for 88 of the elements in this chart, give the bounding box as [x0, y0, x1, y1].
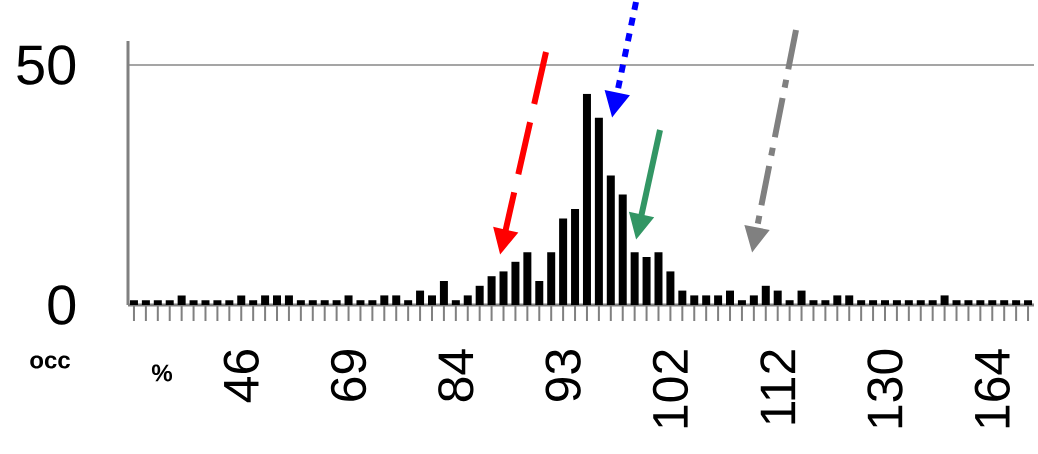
bar	[773, 290, 782, 305]
bar	[225, 300, 234, 305]
bar	[571, 209, 580, 305]
bar	[547, 252, 556, 305]
bar	[213, 300, 222, 305]
bar	[356, 300, 365, 305]
x-tick-label: 69	[330, 350, 367, 401]
bar	[606, 175, 615, 305]
bar	[273, 295, 282, 305]
bar	[702, 295, 711, 305]
bar	[678, 290, 687, 305]
bar	[952, 300, 961, 305]
bar	[654, 252, 663, 305]
bar	[392, 295, 401, 305]
bar	[940, 295, 949, 305]
x-tick-label: 84	[438, 349, 474, 402]
bar	[129, 300, 138, 305]
x-tick-label: 130	[867, 349, 903, 428]
bar	[892, 300, 901, 305]
bar	[988, 300, 997, 305]
bar	[1000, 300, 1009, 305]
bar	[332, 300, 341, 305]
bar	[904, 300, 913, 305]
bar	[582, 93, 591, 305]
bar	[141, 300, 150, 305]
y-axis-title: occ	[30, 355, 70, 369]
x-tick-label: 93	[545, 349, 581, 401]
bar	[618, 194, 627, 305]
bar	[249, 300, 258, 305]
bar	[416, 290, 425, 305]
bar	[714, 295, 723, 305]
x-tick-label: 164	[974, 349, 1010, 428]
bar	[237, 295, 246, 305]
bar	[666, 271, 675, 305]
bar	[320, 300, 329, 305]
bar	[177, 295, 186, 305]
bar	[916, 300, 925, 305]
x-tick-label: 46	[223, 349, 259, 403]
y-tick-label: 50	[17, 45, 76, 85]
bar	[153, 300, 162, 305]
bar	[1024, 300, 1033, 305]
bar	[749, 295, 758, 305]
bar	[284, 295, 293, 305]
bar	[726, 290, 735, 305]
bar	[642, 257, 651, 305]
bar	[630, 252, 639, 305]
bar	[880, 300, 889, 305]
bar	[368, 300, 377, 305]
bar	[535, 281, 544, 305]
bar	[165, 300, 174, 305]
bar	[261, 295, 270, 305]
bar	[559, 218, 568, 305]
bar	[344, 295, 353, 305]
bar	[594, 117, 603, 305]
bar	[869, 300, 878, 305]
x-tick-label: 102	[652, 350, 689, 428]
bar	[511, 261, 520, 305]
bar	[463, 295, 472, 305]
bar	[1012, 300, 1021, 305]
bar	[475, 285, 484, 305]
bar	[201, 300, 210, 305]
x-axis-title: %	[151, 364, 173, 382]
bar	[380, 295, 389, 305]
bar	[308, 300, 317, 305]
x-tick-label: 112	[760, 350, 796, 424]
bar	[821, 300, 830, 305]
bar	[809, 300, 818, 305]
bar	[404, 300, 413, 305]
y-tick-label: 0	[48, 285, 76, 325]
bar	[427, 295, 436, 305]
bar	[737, 300, 746, 305]
bar	[785, 300, 794, 305]
bar	[189, 300, 198, 305]
bar	[976, 300, 985, 305]
bar	[797, 290, 806, 305]
bar	[439, 281, 448, 305]
bar	[964, 300, 973, 305]
bar	[845, 295, 854, 305]
bar	[296, 300, 305, 305]
bar	[451, 300, 460, 305]
bar	[690, 295, 699, 305]
bar	[857, 300, 866, 305]
bar	[487, 276, 496, 305]
bar	[928, 300, 937, 305]
bar	[499, 271, 508, 305]
bar	[523, 252, 532, 305]
bar	[761, 285, 770, 305]
bar	[833, 295, 842, 305]
